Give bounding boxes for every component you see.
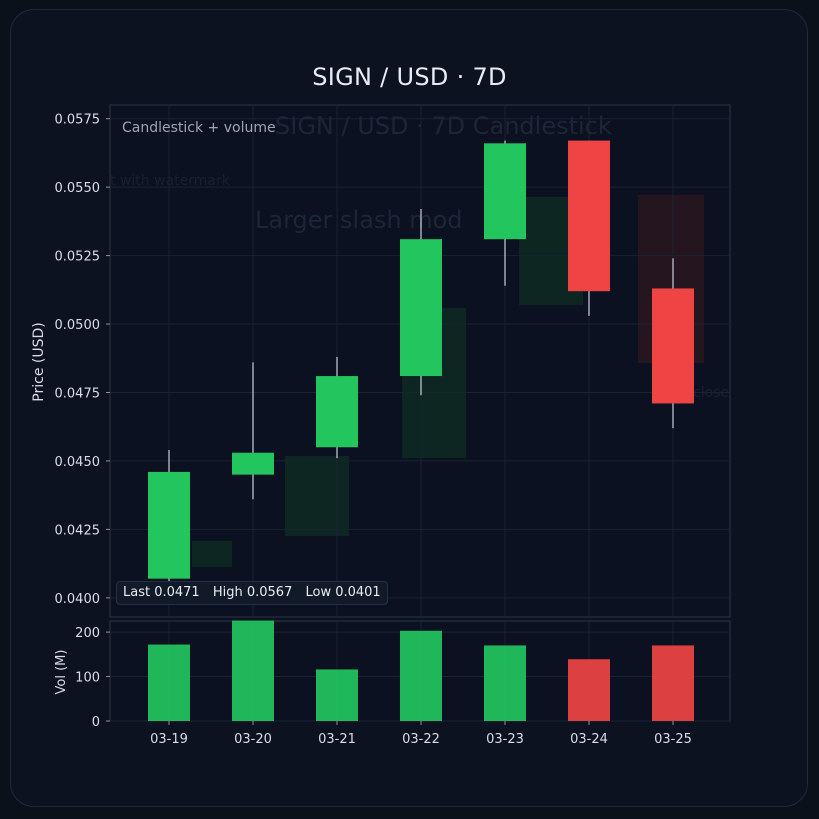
y-tick-label: 0.0500 bbox=[55, 318, 101, 333]
volume-tick-label: 200 bbox=[75, 626, 100, 641]
volume-bar bbox=[484, 645, 526, 721]
watermark-label: close bbox=[693, 385, 729, 401]
stats-box: Last 0.0471 High 0.0567 Low 0.0401 bbox=[116, 581, 388, 605]
low-price: Low 0.0401 bbox=[305, 585, 381, 600]
y-tick-label: 0.0475 bbox=[55, 386, 101, 401]
chart-subtitle: Candlestick + volume bbox=[122, 120, 276, 136]
volume-axis-label: Vol (M) bbox=[54, 650, 69, 695]
chart-title: SIGN / USD · 7D bbox=[312, 63, 507, 91]
volume-tick-label: 0 bbox=[92, 715, 100, 730]
x-tick-label: 03-23 bbox=[486, 732, 524, 747]
candle-body bbox=[652, 288, 694, 404]
volume-bar bbox=[232, 620, 274, 721]
watermark-title: SIGN / USD · 7D Candlestick bbox=[275, 112, 612, 140]
x-tick-label: 03-24 bbox=[570, 732, 608, 747]
high-price: High 0.0567 bbox=[212, 585, 293, 600]
x-tick-label: 03-19 bbox=[150, 732, 188, 747]
y-tick-label: 0.0525 bbox=[55, 250, 101, 265]
volume-bar bbox=[400, 630, 442, 721]
x-tick-label: 03-22 bbox=[402, 732, 440, 747]
volume-bar bbox=[652, 645, 694, 721]
watermark-text: t with watermark bbox=[110, 173, 231, 189]
x-tick-label: 03-21 bbox=[318, 732, 356, 747]
candle-body bbox=[148, 471, 190, 579]
last-price: Last 0.0471 bbox=[123, 585, 200, 600]
candle-body bbox=[316, 376, 358, 448]
ghost-candle bbox=[285, 456, 349, 536]
watermark-text: Larger slash mod bbox=[255, 206, 463, 234]
y-tick-label: 0.0450 bbox=[55, 455, 101, 470]
volume-tick-label: 100 bbox=[75, 671, 100, 686]
volume-bar bbox=[568, 659, 610, 721]
x-tick-label: 03-20 bbox=[234, 732, 272, 747]
volume-bar bbox=[148, 644, 190, 721]
x-tick-label: 03-25 bbox=[654, 732, 692, 747]
y-tick-label: 0.0550 bbox=[55, 181, 101, 196]
y-tick-label: 0.0400 bbox=[55, 592, 101, 607]
candle-body bbox=[568, 140, 610, 292]
candle-body bbox=[232, 452, 274, 475]
candle-body bbox=[400, 239, 442, 377]
y-tick-label: 0.0425 bbox=[55, 523, 101, 538]
y-axis-label: Price (USD) bbox=[31, 322, 47, 401]
y-tick-label: 0.0575 bbox=[55, 113, 101, 128]
candle-body bbox=[484, 143, 526, 240]
ghost-candle bbox=[192, 541, 232, 567]
volume-bar bbox=[316, 669, 358, 721]
